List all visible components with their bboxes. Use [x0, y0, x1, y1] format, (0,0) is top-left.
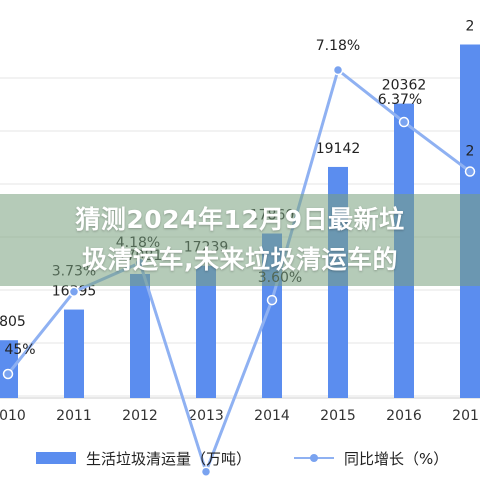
bar-value-label: 5805 [0, 314, 26, 330]
growth-point [464, 166, 476, 177]
bar-value-label: 2 [466, 19, 475, 35]
growth-point [2, 368, 14, 380]
legend-bar-swatch [36, 452, 76, 464]
x-tick-label: 2014 [254, 408, 290, 424]
x-tick-label: 2013 [188, 408, 224, 424]
title-banner [0, 194, 480, 286]
x-tick-label: 2015 [320, 408, 356, 424]
x-tick-label: 2016 [386, 408, 422, 424]
x-tick-label: 2011 [56, 408, 92, 424]
growth-point [332, 64, 344, 76]
overlay-title-line-1: 猜测2024年12月9日最新垃 [75, 205, 405, 234]
legend-item-bars: 生活垃圾清运量（万吨） [36, 446, 251, 470]
bar-value-label: 20362 [382, 78, 427, 94]
overlay-title-line-2: 圾清运车,未来垃圾清运车的 [82, 245, 398, 274]
x-tick-label: 2012 [122, 408, 158, 424]
bar [130, 273, 150, 398]
growth-point [398, 116, 410, 128]
growth-value-label: 45% [4, 342, 35, 358]
legend-line-label: 同比增长（%） [344, 449, 449, 468]
bar [64, 309, 84, 398]
growth-line [6, 68, 471, 474]
growth-value-label: 6.37% [378, 92, 422, 108]
growth-value-label: 7.18% [316, 38, 360, 54]
legend: 生活垃圾清运量（万吨） 同比增长（%） [0, 446, 480, 470]
legend-item-line: 同比增长（%） [294, 446, 448, 470]
growth-point [68, 286, 80, 297]
legend-bar-label: 生活垃圾清运量（万吨） [86, 449, 252, 468]
x-tick-label: 2017 [452, 408, 480, 424]
bar-value-label: 19142 [316, 141, 361, 157]
legend-line-swatch [294, 452, 334, 464]
growth-value-label: 2 [466, 144, 475, 160]
x-tick-label: 2010 [0, 408, 26, 424]
bar [196, 265, 216, 398]
growth-point [266, 294, 278, 306]
overlay-title: 猜测2024年12月9日最新垃 圾清运车,未来垃圾清运车的 [0, 200, 480, 280]
growth-point [200, 466, 212, 477]
